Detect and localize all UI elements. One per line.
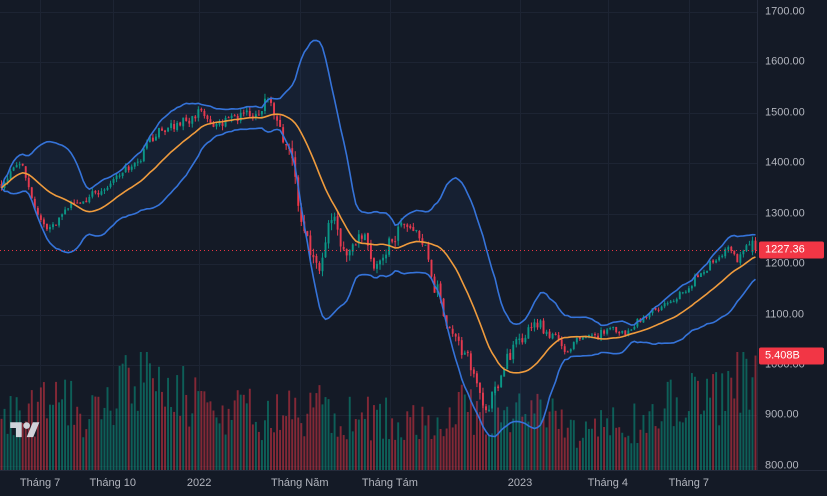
time-axis-label: Tháng Tám [361,477,418,489]
volume-badge: 5.408B [759,347,824,365]
price-axis-label: 1100.00 [765,308,804,320]
price-axis-label: 1500.00 [765,106,805,119]
time-axis-label: Tháng 10 [89,477,137,489]
price-axis[interactable]: 800.00 900.00 1000.00 1100.00 1200.00 1300.00… [757,0,827,472]
price-axis-label: 1400.00 [765,156,805,169]
time-axis-label: Tháng Năm [271,477,329,489]
price-chart-canvas[interactable] [0,0,757,470]
time-axis-label: Tháng 7 [19,477,61,489]
price-axis-label: 1600.00 [765,55,805,68]
time-axis-label: Tháng 4 [587,477,629,489]
time-axis[interactable]: Tháng 7 Tháng 10 2022 Tháng Năm Tháng Tám 202… [0,470,827,496]
price-axis-label: 800.00 [765,459,799,472]
price-axis-label: 1300.00 [765,207,805,220]
last-price-badge: 1227.36 [759,241,824,259]
time-axis-label: Tháng 7 [668,477,710,489]
tradingview-logo-icon [10,422,40,438]
price-axis-label: 900.00 [765,408,799,421]
price-axis-label: 1000.00 [765,358,805,371]
time-axis-label: 2022 [186,477,212,489]
price-axis-label: 1700.00 [765,5,805,18]
tradingview-logo[interactable] [10,419,42,443]
time-axis-label: 2023 [507,477,533,489]
price-axis-label: 1200.00 [765,257,805,270]
